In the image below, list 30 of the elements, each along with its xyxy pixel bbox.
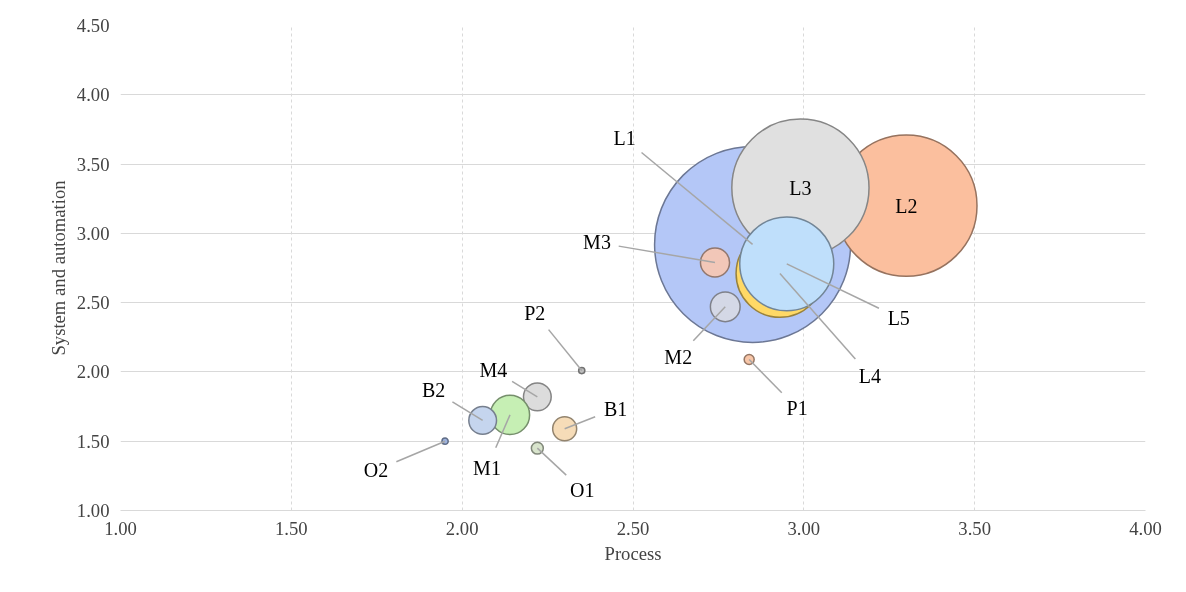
series-label: B2 (422, 379, 446, 402)
text: L5 (887, 306, 910, 329)
text: L4 (858, 364, 882, 387)
series-label: L3 (789, 176, 812, 199)
x-axis-title: Process (604, 542, 662, 564)
text: P1 (786, 397, 808, 420)
y-tick-label: 3.50 (76, 153, 110, 175)
x-tick-label: 3.50 (958, 517, 991, 539)
y-tick-label: 4.50 (76, 15, 110, 36)
y-tick-label: 3.00 (76, 222, 110, 244)
series-label: L2 (895, 194, 918, 217)
text: M3 (583, 231, 611, 254)
y-tick-label: 2.00 (76, 361, 110, 383)
y-axis-title: System and automation (47, 179, 69, 356)
series-label: M4 (479, 358, 508, 381)
series-label: M2 (664, 345, 693, 368)
x-tick-label: 4.00 (1129, 517, 1162, 539)
text: L1 (613, 127, 636, 150)
y-tick-label: 2.50 (76, 292, 110, 314)
series-label: B1 (604, 397, 628, 420)
text: P2 (524, 301, 546, 324)
y-tick-label: 1.50 (76, 430, 110, 452)
x-tick-label: 2.50 (616, 517, 650, 539)
x-tick-label: 1.50 (275, 517, 308, 539)
series-label: M1 (473, 456, 501, 479)
x-tick-label: 3.00 (787, 517, 821, 539)
series-label: O1 (570, 479, 595, 502)
x-tick-label: 2.00 (445, 517, 479, 539)
y-tick-label: 4.00 (76, 84, 110, 106)
text: O2 (363, 459, 389, 482)
